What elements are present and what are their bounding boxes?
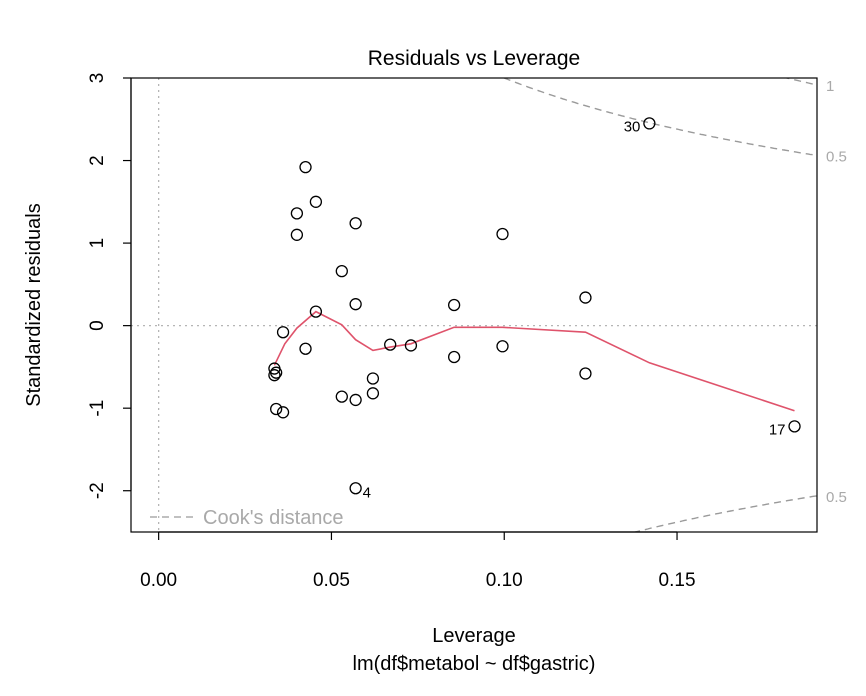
y-tick-label: 0 (87, 320, 108, 331)
y-axis-label: Standardized residuals (23, 203, 45, 406)
point-labels: 4 30 17 (363, 118, 786, 501)
legend: Cook's distance (150, 507, 344, 529)
data-point (788, 420, 801, 433)
cooks-contour-upper-1 (784, 78, 817, 86)
data-point (643, 117, 656, 130)
point-label: 30 (624, 118, 641, 135)
data-point (290, 207, 304, 220)
cooks-label-upper-0-5: 0.5 (826, 148, 847, 165)
y-tick-label: -2 (87, 482, 108, 499)
data-point (447, 350, 461, 364)
data-point (404, 339, 418, 352)
data-point (349, 217, 362, 230)
plot-frame (130, 77, 818, 533)
cooks-contour-lower-0-5 (632, 495, 817, 532)
data-point (269, 366, 283, 379)
x-axis: 0.00 0.05 0.10 0.15 (140, 531, 696, 591)
smoother-group (273, 310, 795, 412)
data-point (349, 298, 362, 311)
x-tick-label: 0.15 (659, 570, 696, 591)
cooks-distance-contours (502, 78, 817, 581)
y-tick-label: 3 (87, 73, 108, 84)
x-axis-label: Leverage (432, 625, 515, 647)
point-label: 17 (769, 421, 786, 438)
x-tick-label: 0.00 (140, 570, 177, 591)
data-point (276, 326, 290, 339)
data-point (268, 369, 281, 382)
data-point (290, 228, 304, 241)
y-axis: -2 -1 0 1 2 3 (87, 73, 132, 499)
data-point (309, 305, 323, 318)
data-point (496, 227, 509, 241)
cooks-label-lower-0-5: 0.5 (826, 489, 847, 506)
data-point (269, 402, 283, 416)
data-point (349, 482, 362, 495)
data-point (579, 367, 592, 380)
points-group (268, 117, 801, 495)
data-point (579, 291, 592, 304)
data-point (335, 265, 348, 278)
reference-lines (131, 78, 817, 532)
data-point (384, 338, 397, 351)
data-point (366, 372, 380, 385)
y-tick-label: 1 (87, 238, 108, 249)
x-tick-label: 0.10 (486, 570, 523, 591)
smoother-line (273, 310, 795, 412)
cooks-contour-lower-1 (755, 566, 817, 581)
cooks-label-upper-1: 1 (826, 78, 834, 95)
x-tick-label: 0.05 (313, 570, 350, 591)
legend-label: Cook's distance (203, 507, 344, 529)
chart-title: Residuals vs Leverage (368, 47, 580, 70)
data-point (299, 342, 312, 355)
chart-subtitle: lm(df$metabol ~ df$gastric) (353, 653, 596, 675)
data-point (366, 387, 380, 400)
data-point (309, 195, 323, 208)
point-label: 4 (363, 484, 371, 501)
data-point (335, 390, 348, 403)
cooks-contour-labels: 0.5 0.5 1 (826, 78, 847, 506)
data-point (447, 298, 461, 312)
y-tick-label: -1 (87, 400, 108, 417)
y-tick-label: 2 (87, 155, 108, 166)
data-point (496, 340, 509, 353)
data-point (299, 160, 312, 174)
cooks-contour-upper-0-5 (502, 78, 817, 157)
data-point (349, 393, 362, 407)
data-point (276, 406, 290, 419)
